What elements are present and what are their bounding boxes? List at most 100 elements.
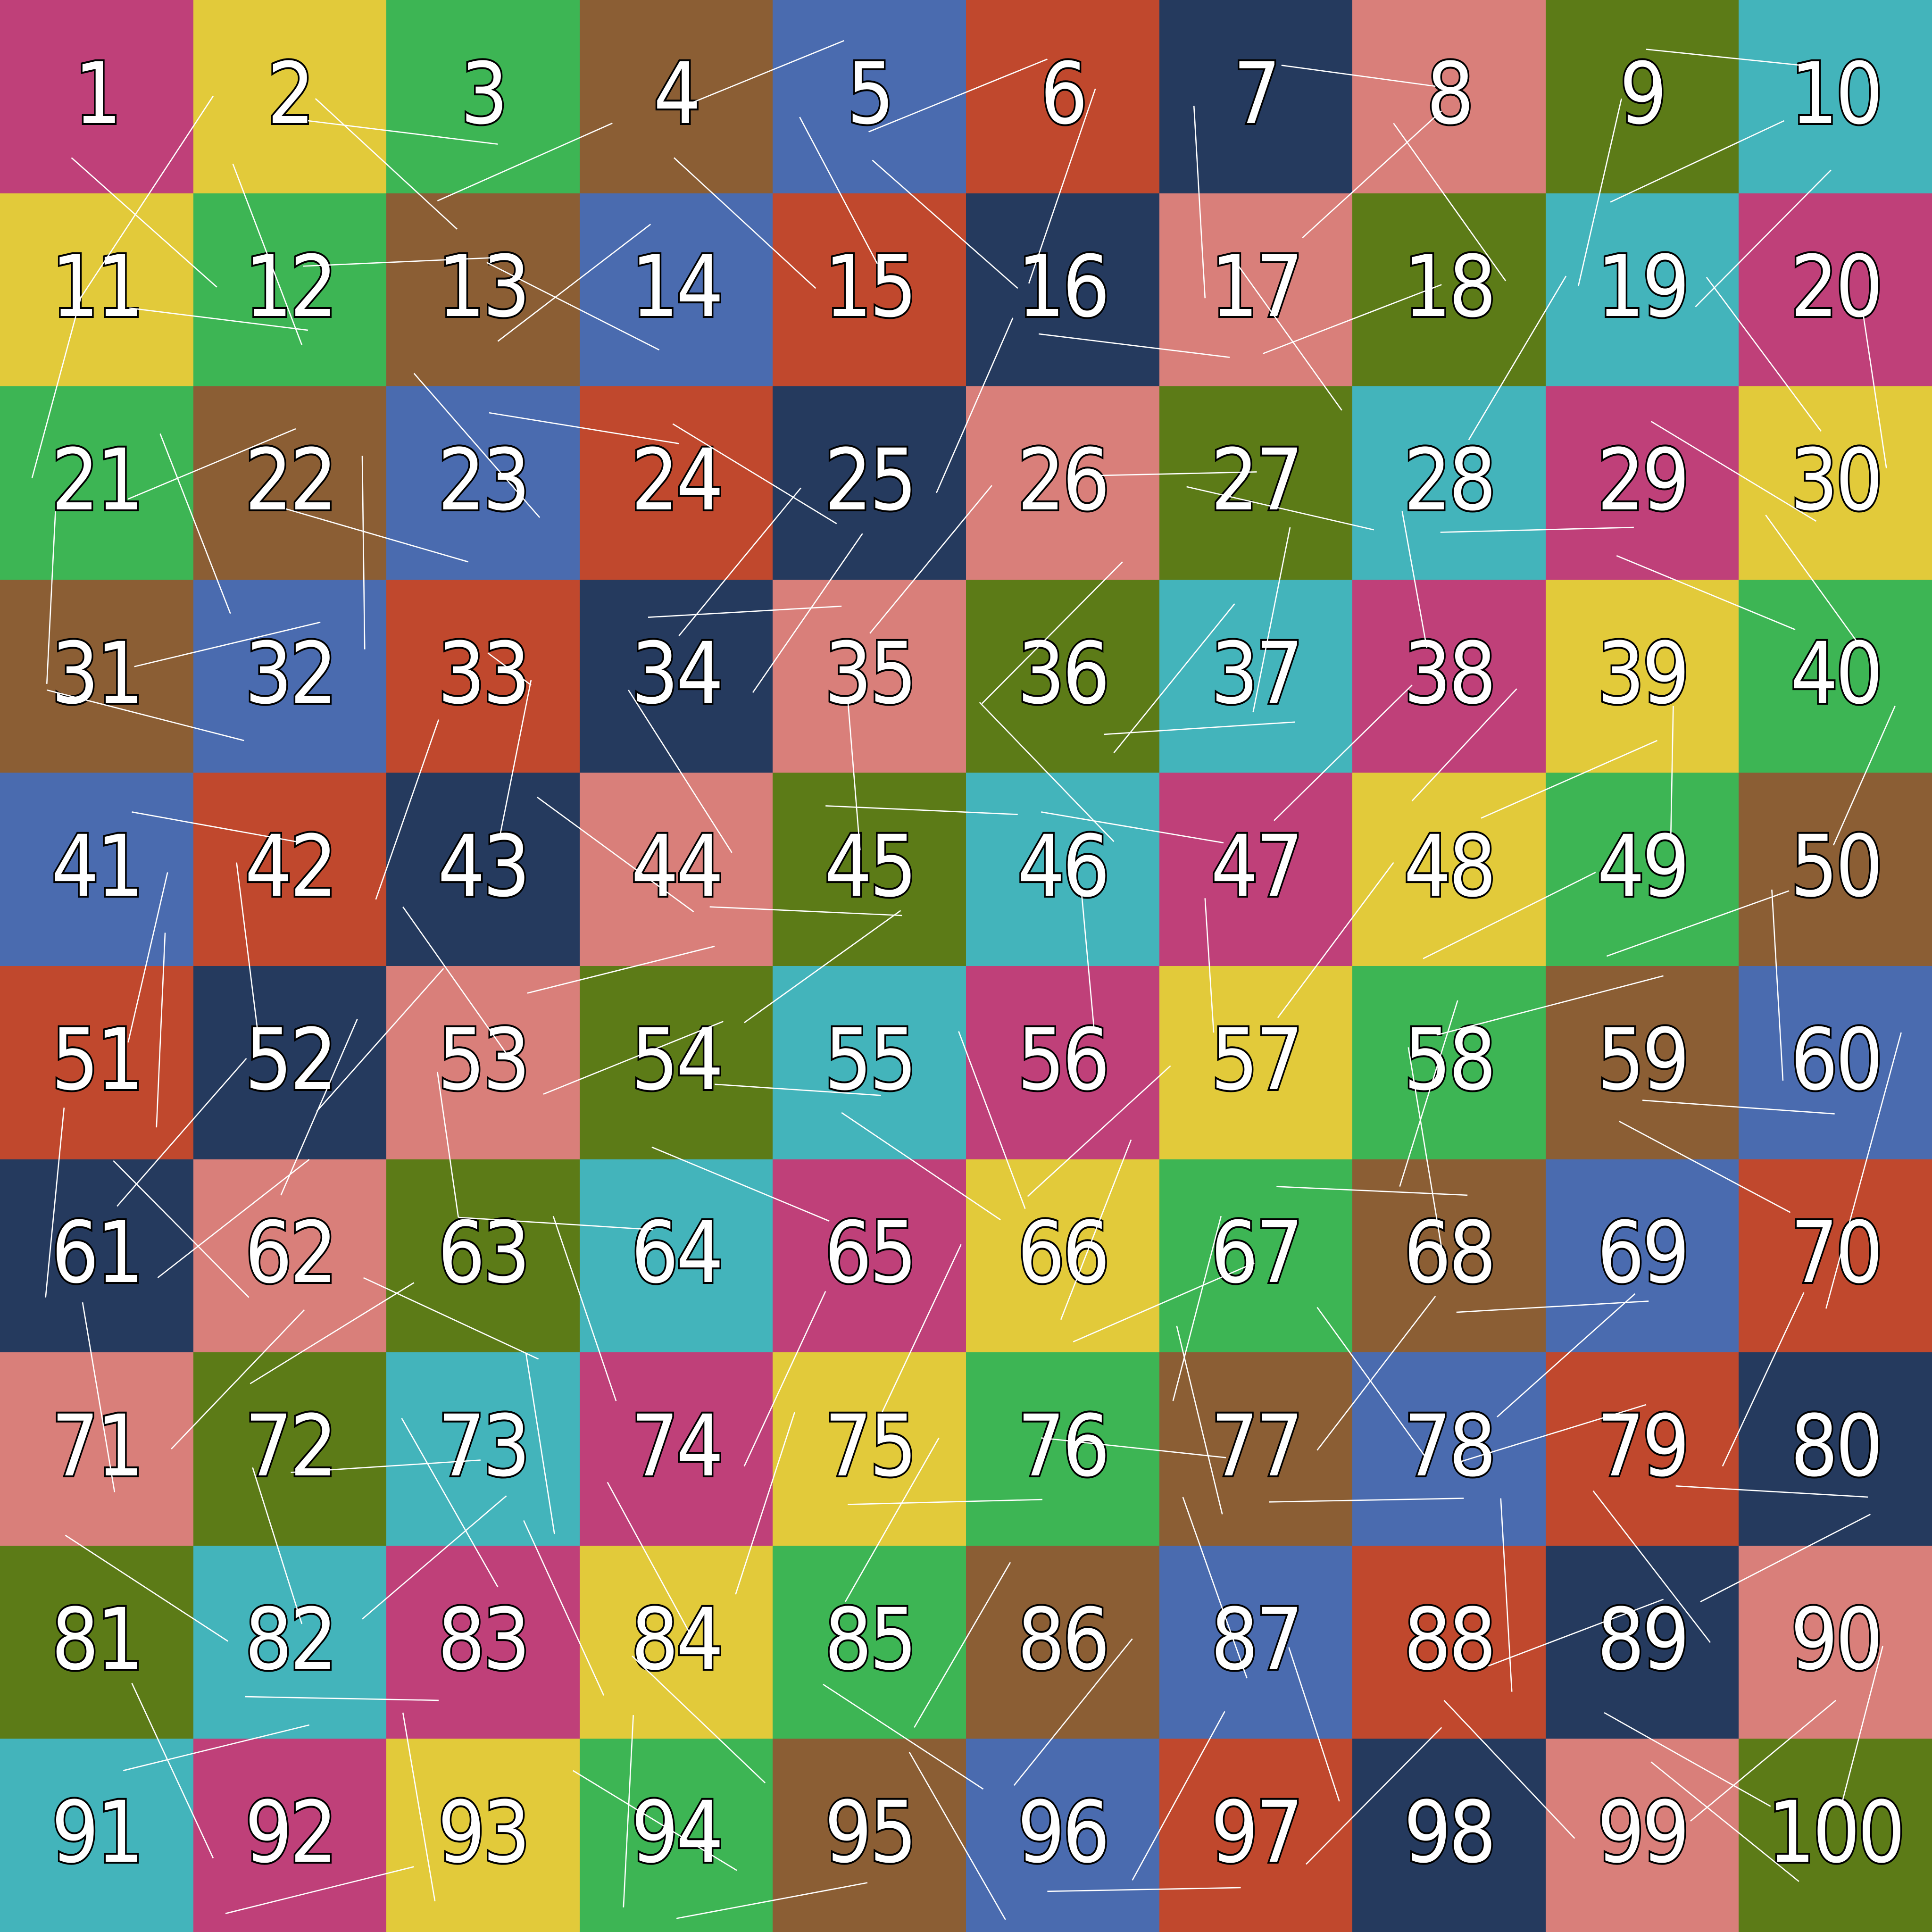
- grid-cell[interactable]: 32: [193, 579, 387, 773]
- grid-cell[interactable]: 92: [193, 1739, 387, 1932]
- grid-cell[interactable]: 94: [579, 1739, 773, 1932]
- grid-cell[interactable]: 28: [1352, 386, 1546, 580]
- grid-cell[interactable]: 68: [1352, 1159, 1546, 1353]
- grid-cell[interactable]: 29: [1545, 386, 1739, 580]
- grid-cell[interactable]: 33: [386, 579, 580, 773]
- grid-cell[interactable]: 74: [579, 1352, 773, 1546]
- grid-cell[interactable]: 69: [1545, 1159, 1739, 1353]
- grid-cell[interactable]: 14: [579, 193, 773, 387]
- grid-cell[interactable]: 78: [1352, 1352, 1546, 1546]
- grid-cell[interactable]: 2: [193, 0, 387, 193]
- grid-cell[interactable]: 63: [386, 1159, 580, 1353]
- grid-cell[interactable]: 54: [579, 966, 773, 1159]
- grid-cell[interactable]: 48: [1352, 773, 1546, 966]
- grid-cell[interactable]: 12: [193, 193, 387, 387]
- grid-cell[interactable]: 3: [386, 0, 580, 193]
- grid-cell[interactable]: 38: [1352, 579, 1546, 773]
- grid-cell[interactable]: 95: [773, 1739, 966, 1932]
- grid-cell[interactable]: 67: [1159, 1159, 1353, 1353]
- grid-cell[interactable]: 35: [773, 579, 966, 773]
- grid-cell[interactable]: 31: [0, 579, 193, 773]
- grid-cell[interactable]: 100: [1739, 1739, 1932, 1932]
- grid-cell[interactable]: 7: [1159, 0, 1353, 193]
- grid-cell[interactable]: 36: [966, 579, 1159, 773]
- grid-cell[interactable]: 26: [966, 386, 1159, 580]
- grid-cell[interactable]: 90: [1739, 1545, 1932, 1739]
- grid-cell[interactable]: 34: [579, 579, 773, 773]
- grid-cell[interactable]: 64: [579, 1159, 773, 1353]
- grid-cell[interactable]: 27: [1159, 386, 1353, 580]
- grid-cell[interactable]: 39: [1545, 579, 1739, 773]
- grid-cell[interactable]: 53: [386, 966, 580, 1159]
- grid-cell[interactable]: 58: [1352, 966, 1546, 1159]
- grid-cell[interactable]: 99: [1545, 1739, 1739, 1932]
- grid-cell[interactable]: 6: [966, 0, 1159, 193]
- grid-cell[interactable]: 44: [579, 773, 773, 966]
- grid-cell[interactable]: 16: [966, 193, 1159, 387]
- grid-cell[interactable]: 49: [1545, 773, 1739, 966]
- grid-cell[interactable]: 1: [0, 0, 193, 193]
- grid-cell[interactable]: 45: [773, 773, 966, 966]
- grid-cell[interactable]: 93: [386, 1739, 580, 1932]
- grid-cell[interactable]: 75: [773, 1352, 966, 1546]
- grid-cell[interactable]: 8: [1352, 0, 1546, 193]
- grid-cell[interactable]: 21: [0, 386, 193, 580]
- grid-cell[interactable]: 24: [579, 386, 773, 580]
- grid-cell[interactable]: 70: [1739, 1159, 1932, 1353]
- grid-cell[interactable]: 25: [773, 386, 966, 580]
- grid-cell[interactable]: 85: [773, 1545, 966, 1739]
- grid-cell[interactable]: 22: [193, 386, 387, 580]
- grid-cell[interactable]: 57: [1159, 966, 1353, 1159]
- grid-cell[interactable]: 91: [0, 1739, 193, 1932]
- grid-cell[interactable]: 17: [1159, 193, 1353, 387]
- grid-cell[interactable]: 52: [193, 966, 387, 1159]
- grid-cell[interactable]: 88: [1352, 1545, 1546, 1739]
- grid-cell[interactable]: 86: [966, 1545, 1159, 1739]
- grid-cell[interactable]: 79: [1545, 1352, 1739, 1546]
- grid-cell[interactable]: 84: [579, 1545, 773, 1739]
- grid-cell[interactable]: 72: [193, 1352, 387, 1546]
- grid-cell[interactable]: 5: [773, 0, 966, 193]
- grid-cell[interactable]: 46: [966, 773, 1159, 966]
- grid-cell[interactable]: 41: [0, 773, 193, 966]
- grid-cell[interactable]: 56: [966, 966, 1159, 1159]
- grid-cell[interactable]: 51: [0, 966, 193, 1159]
- grid-cell[interactable]: 15: [773, 193, 966, 387]
- grid-cell[interactable]: 11: [0, 193, 193, 387]
- grid-cell[interactable]: 71: [0, 1352, 193, 1546]
- grid-cell[interactable]: 9: [1545, 0, 1739, 193]
- grid-cell[interactable]: 42: [193, 773, 387, 966]
- grid-cell[interactable]: 43: [386, 773, 580, 966]
- grid-cell[interactable]: 20: [1739, 193, 1932, 387]
- grid-cell[interactable]: 59: [1545, 966, 1739, 1159]
- grid-cell[interactable]: 87: [1159, 1545, 1353, 1739]
- grid-cell[interactable]: 98: [1352, 1739, 1546, 1932]
- grid-cell[interactable]: 97: [1159, 1739, 1353, 1932]
- grid-cell[interactable]: 62: [193, 1159, 387, 1353]
- grid-cell[interactable]: 80: [1739, 1352, 1932, 1546]
- grid-cell[interactable]: 65: [773, 1159, 966, 1353]
- grid-cell[interactable]: 76: [966, 1352, 1159, 1546]
- grid-cell[interactable]: 61: [0, 1159, 193, 1353]
- grid-cell[interactable]: 60: [1739, 966, 1932, 1159]
- grid-cell[interactable]: 83: [386, 1545, 580, 1739]
- grid-cell[interactable]: 96: [966, 1739, 1159, 1932]
- grid-cell[interactable]: 73: [386, 1352, 580, 1546]
- grid-cell[interactable]: 13: [386, 193, 580, 387]
- grid-cell[interactable]: 77: [1159, 1352, 1353, 1546]
- grid-cell[interactable]: 66: [966, 1159, 1159, 1353]
- grid-cell[interactable]: 50: [1739, 773, 1932, 966]
- grid-cell[interactable]: 4: [579, 0, 773, 193]
- grid-cell[interactable]: 30: [1739, 386, 1932, 580]
- grid-cell[interactable]: 18: [1352, 193, 1546, 387]
- grid-cell[interactable]: 23: [386, 386, 580, 580]
- grid-cell[interactable]: 19: [1545, 193, 1739, 387]
- grid-cell[interactable]: 55: [773, 966, 966, 1159]
- grid-cell[interactable]: 10: [1739, 0, 1932, 193]
- grid-cell[interactable]: 37: [1159, 579, 1353, 773]
- grid-cell[interactable]: 89: [1545, 1545, 1739, 1739]
- grid-cell[interactable]: 40: [1739, 579, 1932, 773]
- grid-cell[interactable]: 82: [193, 1545, 387, 1739]
- grid-cell[interactable]: 81: [0, 1545, 193, 1739]
- grid-cell[interactable]: 47: [1159, 773, 1353, 966]
